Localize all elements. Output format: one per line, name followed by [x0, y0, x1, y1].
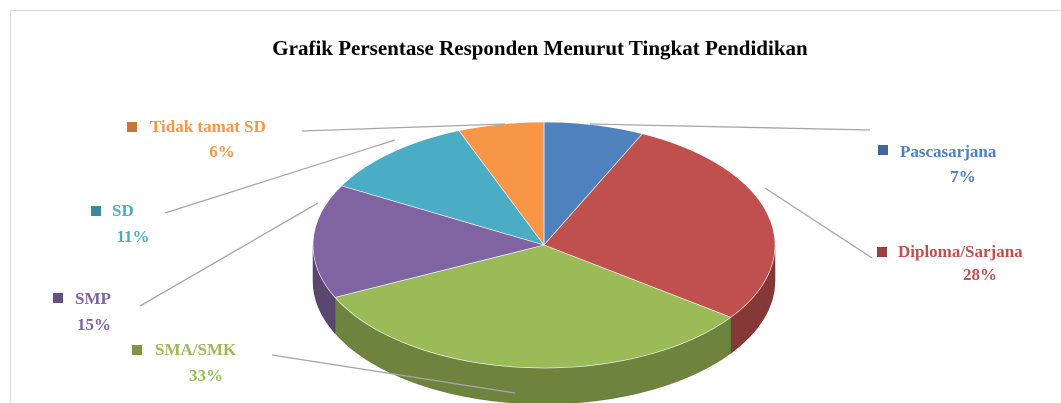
slice	[543, 133, 776, 318]
category-label: SMA/SMK	[155, 340, 237, 359]
value-label: 7%	[950, 167, 976, 186]
chart-title: Grafik Persentase Responden Menurut Ting…	[272, 36, 808, 60]
slice	[340, 130, 545, 246]
label-key	[53, 293, 63, 303]
leader-line	[271, 354, 516, 394]
leader-line	[164, 139, 396, 214]
category-label: Tidak tamat SD	[150, 117, 266, 136]
value-label: 6%	[209, 142, 235, 161]
category-label: Pascasarjana	[900, 142, 997, 161]
value-label: 28%	[963, 265, 997, 284]
label-key	[91, 206, 101, 216]
label-key	[127, 122, 137, 132]
leader-line	[589, 123, 871, 131]
leader-line	[139, 202, 319, 307]
value-label: 15%	[77, 315, 111, 334]
slice	[312, 185, 546, 298]
label-key	[132, 345, 142, 355]
slice	[334, 244, 732, 369]
leader-line	[301, 123, 506, 132]
leader-line	[764, 187, 873, 259]
label-key	[878, 145, 888, 155]
category-label: SD	[112, 201, 134, 220]
category-label: Diploma/Sarjana	[898, 242, 1023, 261]
label-key	[877, 247, 887, 257]
value-label: 33%	[189, 366, 223, 385]
category-label: SMP	[75, 289, 111, 308]
slice	[543, 121, 643, 246]
value-label: 11%	[116, 227, 149, 246]
